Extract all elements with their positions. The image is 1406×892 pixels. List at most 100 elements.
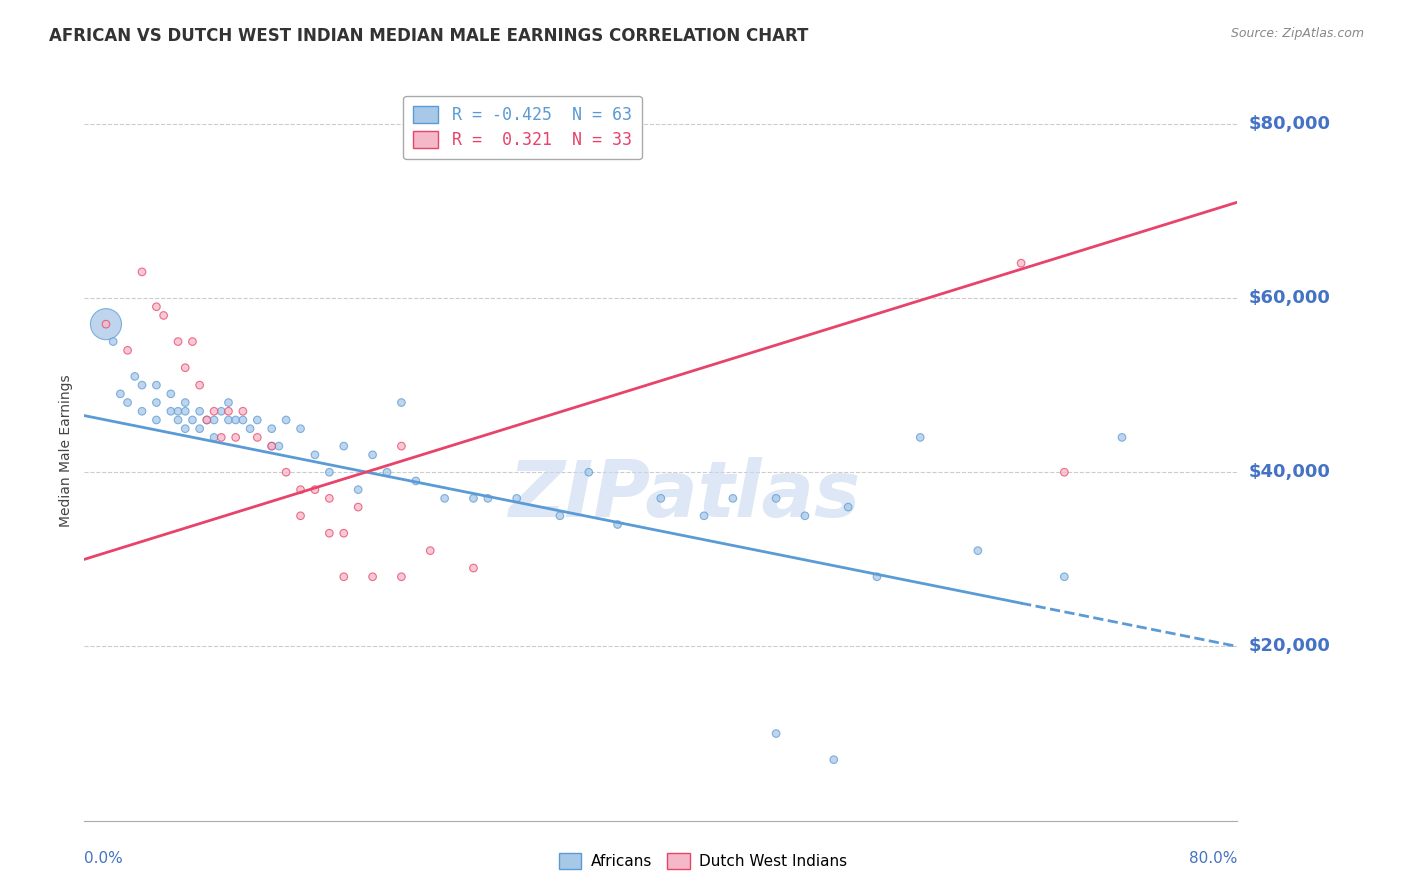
Point xyxy=(167,334,190,349)
Point xyxy=(152,309,174,323)
Point xyxy=(391,570,413,584)
Point xyxy=(1053,465,1076,479)
Point xyxy=(188,378,211,392)
Point xyxy=(232,404,254,418)
Point xyxy=(202,413,225,427)
Point xyxy=(405,474,427,488)
Point xyxy=(304,483,326,497)
Point xyxy=(548,508,571,523)
Point xyxy=(174,404,197,418)
Point xyxy=(160,387,183,401)
Point xyxy=(202,404,225,418)
Point xyxy=(506,491,529,506)
Point xyxy=(318,465,340,479)
Point xyxy=(361,448,384,462)
Point xyxy=(794,508,817,523)
Point xyxy=(433,491,456,506)
Point xyxy=(837,500,859,514)
Point xyxy=(260,422,283,436)
Point xyxy=(333,526,356,541)
Legend: R = -0.425  N = 63, R =  0.321  N = 33: R = -0.425 N = 63, R = 0.321 N = 33 xyxy=(404,96,641,159)
Point xyxy=(463,491,485,506)
Point xyxy=(765,726,787,740)
Point xyxy=(578,465,600,479)
Text: 0.0%: 0.0% xyxy=(84,851,124,866)
Point xyxy=(1053,570,1076,584)
Point xyxy=(232,413,254,427)
Point xyxy=(276,413,298,427)
Point xyxy=(131,265,153,279)
Point xyxy=(823,753,845,767)
Point xyxy=(463,561,485,575)
Point xyxy=(290,422,312,436)
Point xyxy=(347,500,370,514)
Text: ZIPatlas: ZIPatlas xyxy=(508,457,860,533)
Point xyxy=(174,395,197,409)
Point xyxy=(290,508,312,523)
Point xyxy=(167,404,190,418)
Point xyxy=(318,526,340,541)
Point xyxy=(419,543,441,558)
Point xyxy=(260,439,283,453)
Point xyxy=(477,491,499,506)
Point xyxy=(267,439,290,453)
Point xyxy=(167,413,190,427)
Text: 80.0%: 80.0% xyxy=(1189,851,1237,866)
Point xyxy=(910,430,932,444)
Point xyxy=(721,491,744,506)
Point xyxy=(117,395,139,409)
Point xyxy=(94,317,117,331)
Point xyxy=(361,570,384,584)
Text: AFRICAN VS DUTCH WEST INDIAN MEDIAN MALE EARNINGS CORRELATION CHART: AFRICAN VS DUTCH WEST INDIAN MEDIAN MALE… xyxy=(49,27,808,45)
Point xyxy=(145,300,167,314)
Point xyxy=(117,343,139,358)
Point xyxy=(606,517,628,532)
Point xyxy=(145,395,167,409)
Point xyxy=(246,413,269,427)
Point xyxy=(347,483,370,497)
Point xyxy=(304,448,326,462)
Point xyxy=(225,413,247,427)
Point xyxy=(145,413,167,427)
Point xyxy=(967,543,990,558)
Point xyxy=(290,483,312,497)
Point xyxy=(181,334,204,349)
Point xyxy=(110,387,132,401)
Point xyxy=(160,404,183,418)
Point xyxy=(693,508,716,523)
Point xyxy=(131,404,153,418)
Point xyxy=(1010,256,1032,270)
Point xyxy=(1111,430,1133,444)
Point xyxy=(866,570,889,584)
Y-axis label: Median Male Earnings: Median Male Earnings xyxy=(59,374,73,527)
Point xyxy=(218,413,240,427)
Point xyxy=(181,413,204,427)
Point xyxy=(333,439,356,453)
Point xyxy=(246,430,269,444)
Point xyxy=(333,570,356,584)
Point xyxy=(188,404,211,418)
Point xyxy=(260,439,283,453)
Point xyxy=(145,378,167,392)
Point xyxy=(218,404,240,418)
Point xyxy=(94,317,117,331)
Point xyxy=(225,430,247,444)
Point xyxy=(188,422,211,436)
Point xyxy=(239,422,262,436)
Point xyxy=(218,395,240,409)
Text: $60,000: $60,000 xyxy=(1249,289,1330,307)
Point xyxy=(124,369,146,384)
Legend: Africans, Dutch West Indians: Africans, Dutch West Indians xyxy=(553,847,853,875)
Point xyxy=(209,404,232,418)
Point xyxy=(174,422,197,436)
Point xyxy=(375,465,398,479)
Point xyxy=(195,413,218,427)
Point xyxy=(103,334,124,349)
Point xyxy=(318,491,340,506)
Point xyxy=(276,465,298,479)
Point xyxy=(174,360,197,375)
Point xyxy=(209,430,232,444)
Point xyxy=(765,491,787,506)
Point xyxy=(650,491,672,506)
Point xyxy=(391,395,413,409)
